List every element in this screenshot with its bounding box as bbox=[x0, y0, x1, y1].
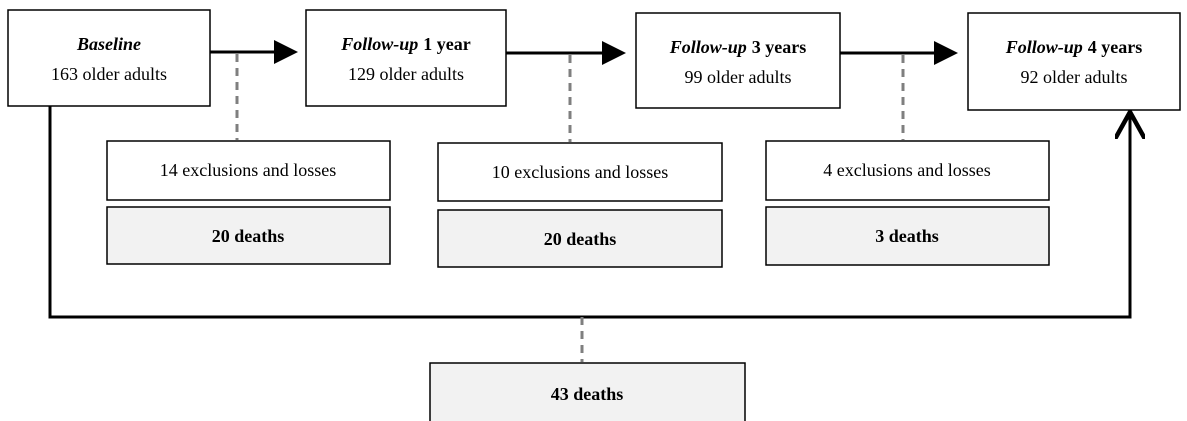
stage-period: 3 years bbox=[752, 37, 806, 57]
stage-count: 129 older adults bbox=[348, 64, 464, 84]
deaths: 20 deaths bbox=[544, 229, 617, 249]
deaths: 20 deaths bbox=[212, 226, 285, 246]
exclusions-box bbox=[106, 140, 391, 201]
exclusions: 14 exclusions and losses bbox=[160, 160, 336, 180]
stage-name: Follow-up bbox=[340, 34, 418, 54]
stage-name: Follow-up bbox=[1005, 37, 1083, 57]
stage-title: Follow-up 3 years bbox=[669, 37, 807, 57]
deaths-box bbox=[106, 206, 391, 265]
exclusions: 10 exclusions and losses bbox=[492, 162, 668, 182]
stage-name: Follow-up bbox=[669, 37, 747, 57]
total-bracket bbox=[48, 106, 1130, 319]
stage-count: 92 older adults bbox=[1021, 67, 1128, 87]
total-deaths-box bbox=[429, 362, 746, 421]
exclusions-box bbox=[437, 142, 723, 202]
stage-box bbox=[305, 9, 507, 107]
deaths-box bbox=[437, 209, 723, 268]
stage-name: Baseline bbox=[76, 34, 141, 54]
stage-title: Baseline bbox=[76, 34, 141, 54]
stage-box bbox=[7, 9, 211, 107]
stage-title: Follow-up 1 year bbox=[340, 34, 471, 54]
deaths: 3 deaths bbox=[875, 226, 939, 246]
stage-period: 4 years bbox=[1088, 37, 1142, 57]
exclusions: 4 exclusions and losses bbox=[823, 160, 990, 180]
stage-box bbox=[967, 12, 1181, 111]
exclusions-box bbox=[765, 140, 1050, 201]
stage-title: Follow-up 4 years bbox=[1005, 37, 1143, 57]
stage-period: 1 year bbox=[423, 34, 470, 54]
stage-count: 163 older adults bbox=[51, 64, 167, 84]
total-deaths: 43 deaths bbox=[551, 384, 624, 404]
stage-box bbox=[635, 12, 841, 109]
deaths-box bbox=[765, 206, 1050, 266]
stage-count: 99 older adults bbox=[685, 67, 792, 87]
